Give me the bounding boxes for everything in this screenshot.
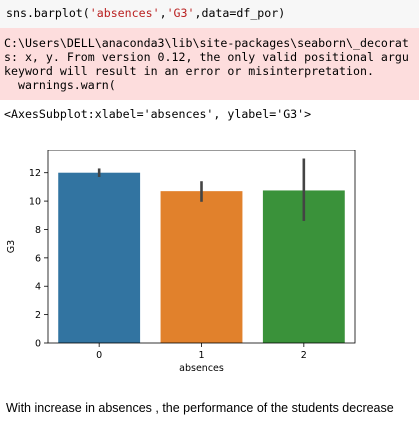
bar-0 [58, 172, 141, 343]
stderr-line: C:\Users\DELL\anaconda3\lib\site-package… [4, 36, 409, 50]
stderr-output: C:\Users\DELL\anaconda3\lib\site-package… [0, 28, 419, 100]
x-tick-label: 2 [301, 350, 307, 361]
stderr-line: keyword will result in an error or misin… [4, 64, 374, 78]
y-axis-label: G3 [6, 240, 17, 253]
x-tick-label: 0 [96, 350, 102, 361]
code-sep: , [159, 6, 167, 20]
bar-1 [160, 191, 243, 343]
code-line: sns.barplot('absences','G3',data=df_por) [6, 6, 285, 20]
stderr-line: s: x, y. From version 0.12, the only val… [4, 50, 409, 64]
code-arg-x: 'absences' [89, 6, 160, 20]
stderr-line: warnings.warn( [4, 78, 116, 92]
y-tick-label: 0 [35, 339, 41, 350]
y-tick-label: 6 [35, 253, 41, 264]
y-tick-label: 8 [35, 225, 41, 236]
y-tick-label: 4 [35, 282, 41, 293]
x-axis-label: absences [179, 363, 224, 374]
code-input-cell[interactable]: sns.barplot('absences','G3',data=df_por) [0, 0, 419, 29]
output-repr: <AxesSubplot:xlabel='absences', ylabel='… [4, 107, 312, 121]
markdown-text: With increase in absences , the performa… [6, 401, 394, 415]
code-prefix: sns.barplot( [6, 6, 90, 20]
y-tick-label: 12 [29, 168, 41, 179]
code-arg-y: 'G3' [166, 6, 195, 20]
y-tick-label: 2 [35, 310, 41, 321]
code-suffix: ,data=df_por) [194, 6, 286, 20]
y-tick-label: 10 [29, 197, 41, 208]
x-tick-label: 1 [198, 350, 204, 361]
